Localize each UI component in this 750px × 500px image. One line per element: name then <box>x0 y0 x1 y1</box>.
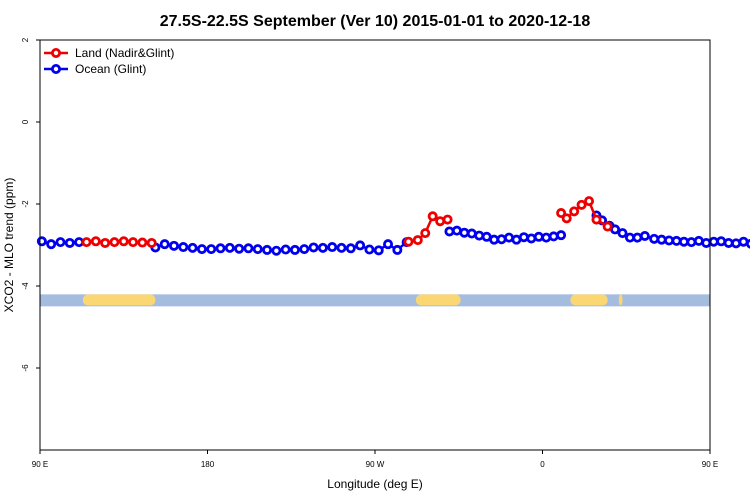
legend-land-label: Land (Nadir&Glint) <box>75 46 174 60</box>
land-data-point <box>561 213 572 224</box>
y-axis-label: XCO2 - MLO trend (ppm) <box>2 178 16 313</box>
ocean-data-point <box>701 237 712 248</box>
ocean-data-point <box>308 242 319 253</box>
ocean-data-point <box>541 232 552 243</box>
ocean-data-point <box>299 244 310 255</box>
ocean-data-point <box>336 242 347 253</box>
legend-ocean-label: Ocean (Glint) <box>75 62 146 76</box>
land-band-1 <box>82 294 156 306</box>
series-layer <box>36 196 750 256</box>
land-data-point <box>427 211 438 222</box>
ocean-data-point <box>234 243 245 254</box>
ocean-data-point <box>317 242 328 253</box>
land-data-point <box>118 236 129 247</box>
ocean-data-point <box>731 238 742 249</box>
land-data-point <box>569 206 580 217</box>
ocean-data-point <box>271 245 282 256</box>
x-axis-label: Longitude (deg E) <box>327 477 422 491</box>
ocean-data-point <box>55 237 66 248</box>
land-data-point <box>420 228 431 239</box>
ocean-data-point <box>639 230 650 241</box>
chart-title: 27.5S-22.5S September (Ver 10) 2015-01-0… <box>160 13 591 30</box>
land-data-point <box>576 199 587 210</box>
ocean-data-point <box>159 239 170 250</box>
ocean-band <box>40 294 710 307</box>
ocean-data-point <box>496 234 507 245</box>
ocean-data-point <box>716 236 727 247</box>
land-band-4 <box>618 294 623 306</box>
ocean-data-point <box>556 230 567 241</box>
ocean-data-point <box>168 240 179 251</box>
ocean-data-point <box>686 237 697 248</box>
x-axis: 90 E 180 90 W 0 90 E <box>32 450 718 469</box>
ocean-data-point <box>345 243 356 254</box>
ocean-data-point <box>355 240 366 251</box>
land-data-point <box>81 237 92 248</box>
ocean-data-point <box>392 244 403 255</box>
land-data-point <box>412 235 423 246</box>
ocean-data-point <box>64 237 75 248</box>
land-data-point <box>435 216 446 227</box>
ocean-data-point <box>548 231 559 242</box>
y-axis: 2 0 -2 -4 -6 <box>21 37 40 372</box>
ocean-data-point <box>474 230 485 241</box>
land-data-point <box>403 236 414 247</box>
land-data-point <box>137 237 148 248</box>
ocean-data-point <box>262 244 273 255</box>
land-band-2 <box>415 294 461 306</box>
land-band-3 <box>570 294 608 306</box>
y-tick-label: -2 <box>21 200 30 208</box>
ocean-data-point <box>280 244 291 255</box>
ocean-data-point <box>632 232 643 243</box>
ocean-data-point <box>215 243 226 254</box>
legend: Land (Nadir&Glint) Ocean (Glint) <box>44 46 174 76</box>
legend-ocean-marker <box>51 64 62 75</box>
ocean-data-point <box>745 238 750 249</box>
ocean-data-point <box>289 244 300 255</box>
land-data-point <box>442 214 453 225</box>
y-tick-label: 0 <box>21 119 30 124</box>
y-tick-label: -4 <box>21 282 30 290</box>
x-tick-label: 0 <box>540 460 545 469</box>
land-series <box>81 196 613 248</box>
land-data-point <box>556 208 567 219</box>
legend-land-marker <box>51 48 62 59</box>
ocean-data-point <box>187 242 198 253</box>
ocean-data-point <box>373 245 384 256</box>
ocean-data-point <box>327 242 338 253</box>
y-tick-label: 2 <box>21 37 30 42</box>
land-data-point <box>90 236 101 247</box>
ocean-data-point <box>364 244 375 255</box>
ocean-data-point <box>46 239 57 250</box>
ocean-data-point <box>243 243 254 254</box>
land-data-point <box>591 214 602 225</box>
y-tick-label: -6 <box>21 364 30 372</box>
ocean-data-point <box>36 236 47 247</box>
x-tick-label: 90 E <box>32 460 48 469</box>
ocean-data-point <box>178 242 189 253</box>
x-tick-label: 180 <box>201 460 215 469</box>
land-data-point <box>100 237 111 248</box>
ocean-series <box>36 210 750 256</box>
land-data-point <box>602 221 613 232</box>
x-tick-label: 90 E <box>702 460 718 469</box>
ocean-data-point <box>518 232 529 243</box>
ocean-data-point <box>196 244 207 255</box>
ocean-data-point <box>617 228 628 239</box>
land-data-point <box>146 237 157 248</box>
ocean-data-point <box>383 239 394 250</box>
ocean-data-point <box>252 244 263 255</box>
land-ocean-strip <box>40 294 710 307</box>
ocean-data-point <box>526 233 537 244</box>
land-data-point <box>109 237 120 248</box>
land-data-point <box>584 196 595 207</box>
land-data-point <box>128 237 139 248</box>
x-tick-label: 90 W <box>366 460 385 469</box>
ocean-data-point <box>206 244 217 255</box>
ocean-data-point <box>224 242 235 253</box>
